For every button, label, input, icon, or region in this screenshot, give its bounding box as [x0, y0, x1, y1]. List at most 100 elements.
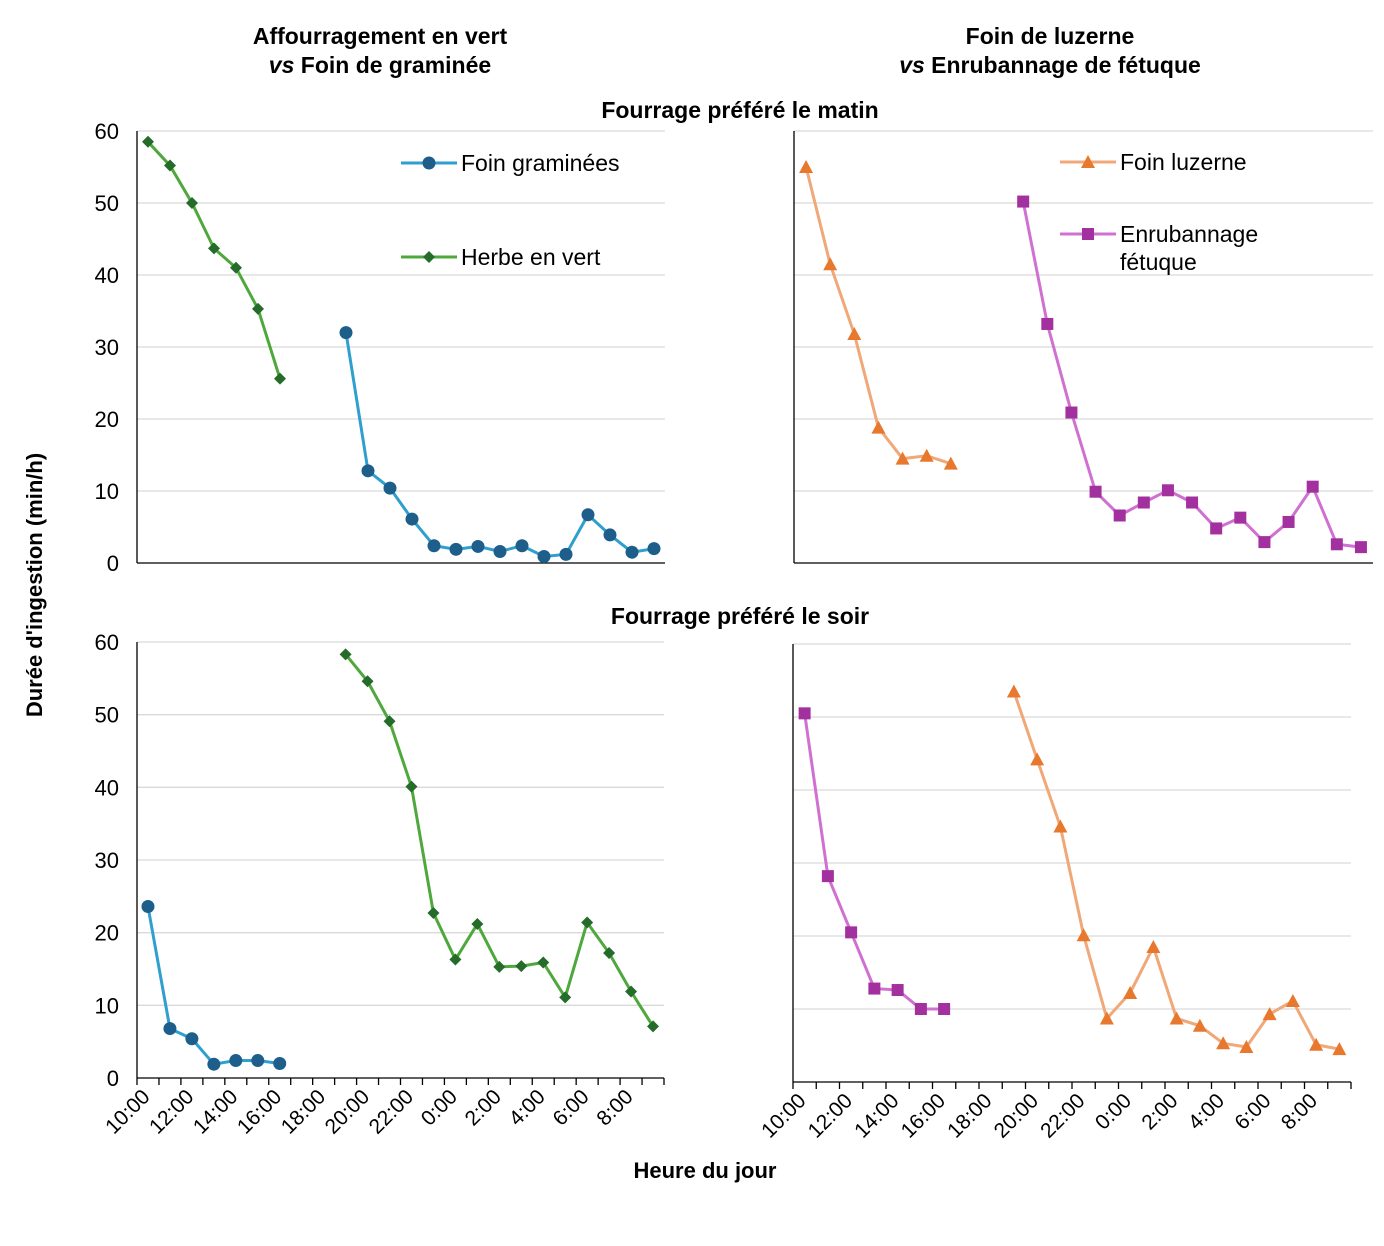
data-point [339, 326, 353, 340]
data-point [185, 1032, 199, 1046]
data-point [799, 160, 814, 173]
y-tick-label: 40 [95, 775, 119, 800]
data-point [537, 550, 551, 564]
y-tick-label: 20 [95, 407, 119, 432]
data-point [603, 947, 616, 960]
data-point [938, 1003, 951, 1015]
data-point [163, 1022, 177, 1036]
data-point [943, 456, 958, 470]
data-point [1354, 541, 1367, 554]
x-tick-label: 20:00 [990, 1089, 1043, 1142]
x-tick-label: 2:00 [461, 1085, 506, 1130]
row-title-bottom: Fourrage préféré le soir [610, 603, 870, 629]
data-point [251, 1054, 265, 1068]
legend-entry: Foin luzerne [1060, 149, 1247, 175]
vs-text: vs [899, 52, 925, 78]
x-tick-label: 18:00 [277, 1085, 330, 1138]
data-point [339, 648, 352, 661]
data-point [1262, 1007, 1277, 1021]
data-point [895, 451, 910, 465]
x-tick-label: 20:00 [321, 1085, 374, 1138]
data-point [427, 907, 440, 920]
data-point [1332, 1042, 1347, 1056]
data-point [647, 1020, 660, 1033]
data-point [1006, 684, 1021, 698]
data-point [1306, 480, 1319, 493]
legend-label: Herbe en vert [461, 244, 601, 270]
data-point [1137, 496, 1150, 509]
x-tick-label: 2:00 [1137, 1089, 1182, 1134]
data-point [449, 542, 463, 556]
data-point [1053, 819, 1068, 833]
x-tick-label: 0:00 [417, 1085, 462, 1130]
data-point [647, 542, 661, 556]
data-point [142, 135, 154, 148]
data-point [871, 420, 886, 434]
legend-label: Foin luzerne [1120, 149, 1247, 175]
data-point [405, 512, 419, 526]
data-point [405, 780, 418, 793]
data-point [141, 900, 155, 914]
data-point [1216, 1036, 1231, 1050]
y-tick-label: 40 [95, 263, 119, 288]
data-point [493, 544, 507, 558]
series-line [1012, 690, 1340, 1051]
data-point [383, 715, 396, 728]
x-tick-label: 0:00 [1091, 1089, 1136, 1134]
x-axis-label: Heure du jour [633, 1158, 777, 1183]
data-point [1285, 993, 1300, 1007]
data-point [361, 464, 375, 478]
series-line [803, 713, 945, 1011]
data-point [559, 991, 572, 1004]
y-tick-label: 60 [95, 630, 119, 655]
data-point [1113, 509, 1126, 522]
legend-label: Enrubannage [1120, 221, 1258, 247]
x-tick-label: 8:00 [1277, 1089, 1322, 1134]
data-point [847, 327, 862, 341]
data-point [252, 302, 264, 315]
x-tick-label: 8:00 [592, 1085, 637, 1130]
data-point [559, 547, 573, 561]
legend-marker [1082, 228, 1094, 240]
data-point [1161, 484, 1174, 497]
title-text: Enrubannage de fétuque [931, 52, 1201, 78]
title-line: vs Foin de graminée [180, 51, 580, 80]
y-tick-label: 50 [95, 191, 119, 216]
data-point [1099, 1011, 1114, 1025]
legend-label: Foin graminées [461, 150, 620, 176]
row-title-top: Fourrage préféré le matin [601, 97, 879, 123]
x-tick-label: 16:00 [233, 1085, 286, 1138]
data-point [1089, 485, 1102, 498]
data-point [625, 985, 638, 998]
data-point [845, 926, 858, 939]
vs-text: vs [268, 52, 295, 78]
data-point [798, 707, 811, 720]
data-point [273, 1056, 287, 1070]
column-title-left: Affourragement en vert vs Foin de gramin… [180, 22, 580, 80]
y-tick-label: 0 [107, 1066, 119, 1091]
data-point [1186, 496, 1199, 509]
legend-entry: Foin graminées [401, 150, 620, 176]
x-tick-label: 18:00 [943, 1089, 996, 1142]
data-point [581, 916, 594, 929]
legend-label: fétuque [1120, 249, 1197, 275]
data-point [1282, 515, 1295, 528]
data-point [1146, 939, 1161, 953]
y-tick-label: 60 [95, 119, 119, 144]
data-point [625, 545, 639, 559]
y-tick-label: 0 [107, 551, 119, 576]
data-point [449, 953, 462, 966]
data-point [1239, 1039, 1254, 1053]
series-line [146, 140, 282, 380]
data-point [164, 159, 176, 172]
data-point [427, 539, 441, 553]
x-tick-label: 6:00 [1230, 1089, 1275, 1134]
data-point [361, 675, 374, 688]
data-point [1076, 928, 1091, 942]
legend-marker [1081, 155, 1095, 168]
title-line: Foin de luzerne [965, 23, 1135, 49]
x-tick-label: 22:00 [1036, 1089, 1089, 1142]
